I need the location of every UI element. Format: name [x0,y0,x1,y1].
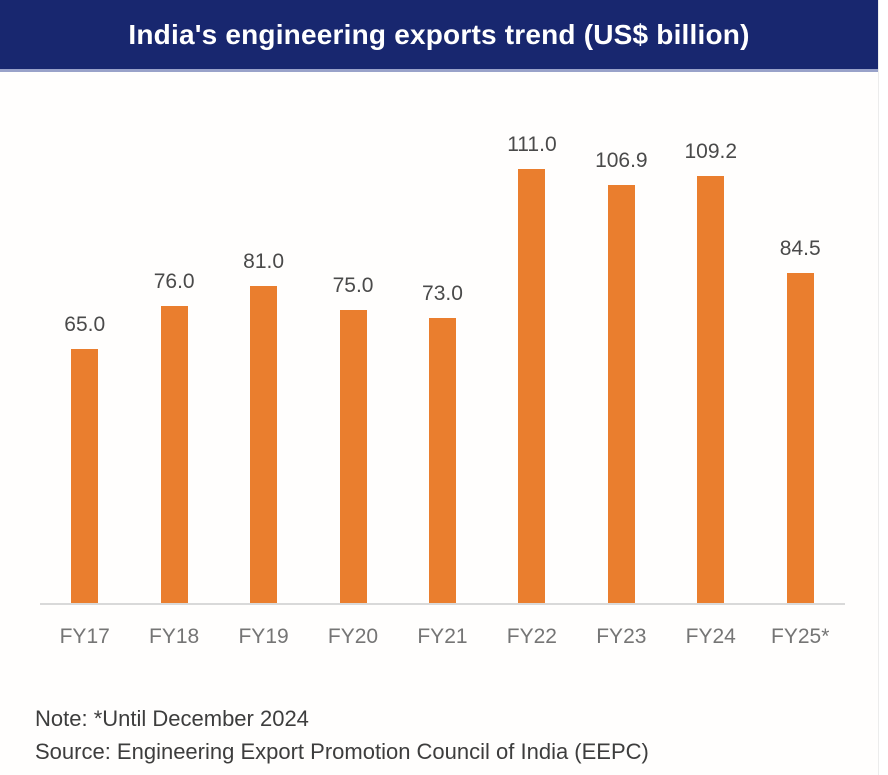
x-axis-tick-label: FY17 [59,625,110,648]
bar-slot: 73.0 [398,282,487,603]
bar-slot: 111.0 [487,133,576,603]
bar [786,273,814,603]
bar-slot: 106.9 [577,149,666,603]
plot-area: 65.0 76.0 81.0 75.0 73.0 111.0 106.9 109.2 84.5 [40,72,845,605]
bar-slot: 65.0 [40,313,129,603]
bar-slot: 81.0 [219,250,308,603]
bar [607,185,635,603]
bar-value-label: 81.0 [243,250,285,273]
bar-slot: 76.0 [129,270,218,603]
x-axis-tick-label: FY19 [238,625,289,648]
bar [250,286,278,603]
bar [160,306,188,603]
bar [71,349,99,603]
bar-value-label: 75.0 [332,274,374,297]
bar-value-label: 111.0 [507,133,557,156]
bar [697,176,725,603]
bar-slot: 75.0 [308,274,397,603]
x-axis-tick-label: FY25* [771,625,830,648]
bar-value-label: 106.9 [595,149,648,172]
bar-value-label: 65.0 [64,313,106,336]
bar-value-label: 76.0 [153,270,195,293]
bar [339,310,367,603]
bar-value-label: 109.2 [684,140,738,163]
footnotes: Note: *Until December 2024 Source: Engin… [35,702,878,768]
x-axis-tick-label: FY22 [506,625,557,648]
source-text: Source: Engineering Export Promotion Cou… [35,739,649,764]
bar [428,318,456,603]
bar-value-label: 84.5 [779,237,821,260]
bar-value-label: 73.0 [422,282,463,305]
chart-title: India's engineering exports trend (US$ b… [128,18,750,50]
bar-slot: 109.2 [666,140,755,603]
x-axis-tick-label: FY18 [149,625,200,648]
x-axis-tick-label: FY21 [417,625,468,648]
chart-title-banner: India's engineering exports trend (US$ b… [0,0,878,72]
x-axis-labels: FY17 FY18 FY19 FY20 FY21 FY22 FY23 FY24 FY25* [40,605,845,649]
note-text: Note: *Until December 2024 [35,706,309,731]
x-axis-tick-label: FY23 [596,625,647,648]
bar [518,169,546,603]
bar-slot: 84.5 [756,237,845,603]
x-axis-tick-label: FY20 [327,625,379,648]
bar-chart: 65.0 76.0 81.0 75.0 73.0 111.0 106.9 109.2 84.5 … [40,72,845,649]
x-axis-tick-label: FY24 [685,625,736,648]
